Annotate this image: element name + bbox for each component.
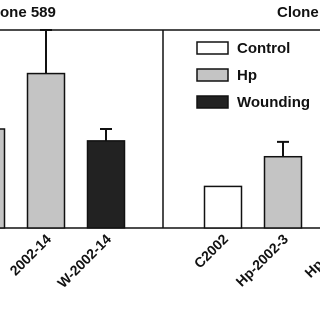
legend-label: Wounding (237, 94, 310, 111)
panel-title: Clone (277, 4, 319, 21)
x-tick-label: W-2002-14 (54, 231, 114, 291)
panel-title: one 589 (0, 4, 56, 21)
x-tick-label: Hp-2002 (301, 231, 320, 281)
legend-label: Control (237, 40, 290, 57)
bar (263, 155, 303, 229)
x-tick-label: Hp-2002-3 (232, 231, 291, 290)
bar (86, 140, 126, 229)
bar (203, 185, 243, 229)
legend-swatch (196, 95, 229, 109)
legend-label: Hp (237, 67, 257, 84)
bar (0, 128, 6, 229)
x-tick-label: 2002-14 (6, 231, 54, 279)
legend-swatch (196, 41, 229, 55)
x-tick-label: C2002 (191, 231, 232, 272)
legend-swatch (196, 68, 229, 82)
bar (26, 72, 66, 229)
